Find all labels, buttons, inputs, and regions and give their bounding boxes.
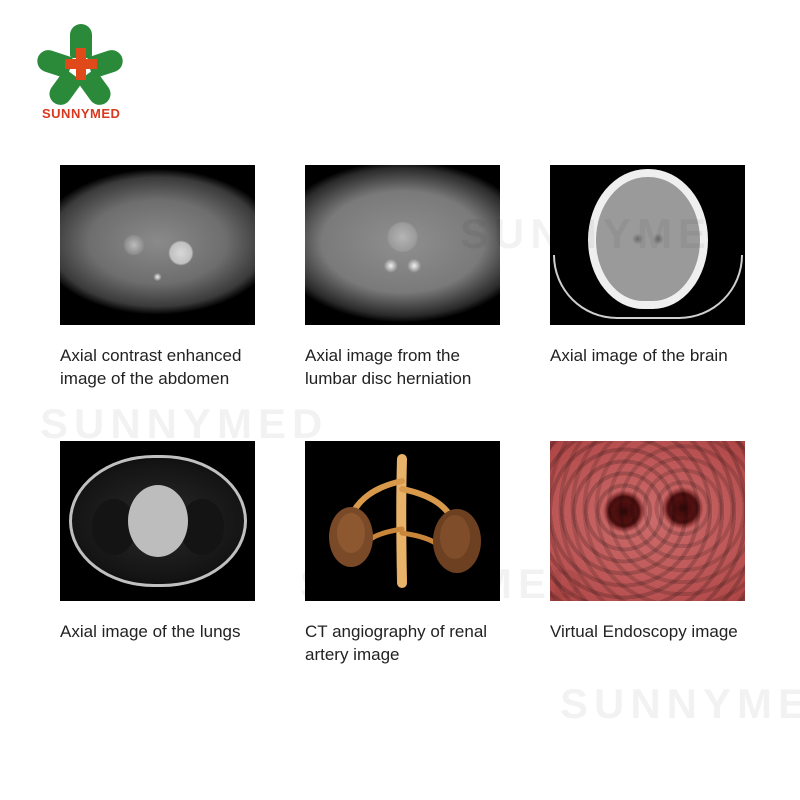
gallery-item-angio: CT angiography of renal artery image [305, 441, 505, 667]
brand-logo: SUNNYMED [42, 28, 120, 121]
thumbnail-lungs [60, 441, 255, 601]
gallery-item-lumbar: Axial image from the lumbar disc herniat… [305, 165, 505, 391]
caption: Axial contrast enhanced image of the abd… [60, 345, 260, 391]
caption: Axial image of the brain [550, 345, 750, 368]
gallery-item-endoscopy: Virtual Endoscopy image [550, 441, 750, 667]
caption: CT angiography of renal artery image [305, 621, 505, 667]
gallery-item-lungs: Axial image of the lungs [60, 441, 260, 667]
thumbnail-lumbar [305, 165, 500, 325]
gallery-item-abdomen: Axial contrast enhanced image of the abd… [60, 165, 260, 391]
thumbnail-angio [305, 441, 500, 601]
brand-name: SUNNYMED [42, 106, 120, 121]
thumbnail-abdomen [60, 165, 255, 325]
brand-logo-mark [45, 28, 117, 100]
gallery-item-brain: Axial image of the brain [550, 165, 750, 391]
caption: Axial image of the lungs [60, 621, 260, 644]
caption: Virtual Endoscopy image [550, 621, 750, 644]
thumbnail-brain [550, 165, 745, 325]
scan-gallery: Axial contrast enhanced image of the abd… [60, 165, 750, 667]
caption: Axial image from the lumbar disc herniat… [305, 345, 505, 391]
thumbnail-endoscopy [550, 441, 745, 601]
